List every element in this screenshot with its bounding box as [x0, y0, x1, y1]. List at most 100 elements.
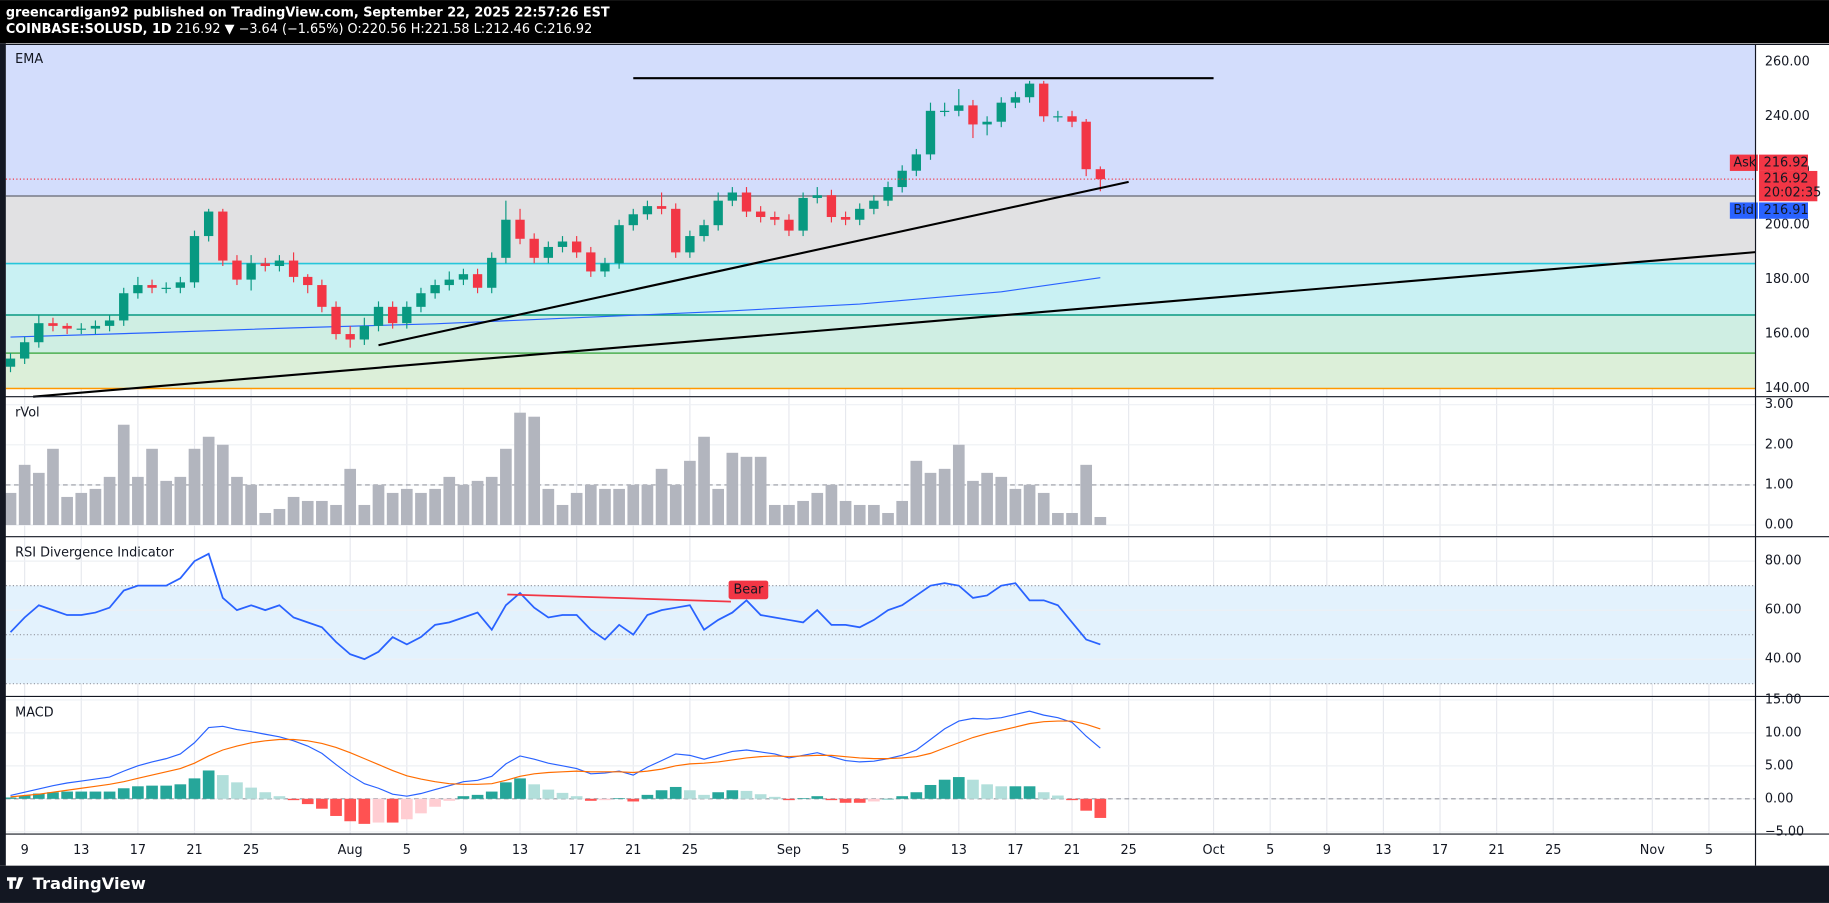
macd-histogram-bar	[754, 794, 767, 799]
y-tick-label: 10.00	[1765, 725, 1802, 740]
candle-body	[487, 257, 497, 288]
macd-histogram-bar	[1094, 798, 1107, 818]
macd-histogram-bar	[896, 796, 909, 799]
rvol-bar	[811, 492, 824, 526]
y-tick-label: 5.00	[1765, 758, 1794, 773]
candle-body	[303, 276, 313, 286]
macd-histogram-bar	[330, 798, 342, 816]
macd-histogram-bar	[344, 798, 357, 822]
candle-body	[826, 195, 837, 218]
rvol-bar	[1009, 488, 1022, 526]
macd-histogram-bar	[188, 778, 201, 799]
macd-histogram-bar	[995, 786, 1008, 799]
candle-body	[161, 287, 171, 289]
candle-body	[911, 154, 922, 171]
ema-line	[10, 277, 1101, 338]
candle-body	[1067, 116, 1077, 122]
x-tick-label: 5	[1266, 843, 1274, 858]
x-tick-label: 13	[73, 843, 89, 858]
macd-histogram-bar	[259, 792, 272, 799]
rvol-bar	[1094, 516, 1107, 526]
pane: 0.00 1.00 2.00 3.00 rVol	[0, 397, 1829, 538]
bid-tag-text: Bid	[1733, 203, 1754, 218]
candle-body	[699, 225, 709, 237]
candle-body	[642, 206, 653, 215]
macd-histogram-bar	[457, 796, 470, 799]
rvol-bar	[287, 496, 300, 526]
candle-body	[246, 263, 256, 280]
macd-histogram-bar	[570, 796, 583, 799]
y-tick-label: 140.00	[1765, 381, 1810, 396]
rvol-bar	[117, 424, 130, 526]
macd-histogram-bar	[698, 794, 710, 799]
rvol-bar	[400, 488, 413, 526]
macd-histogram-bar	[146, 785, 158, 799]
signal-line	[10, 720, 1101, 798]
candle-body	[189, 236, 200, 283]
candle-body	[586, 252, 596, 272]
rvol-bar	[910, 460, 923, 526]
rvol-bar	[4, 492, 17, 526]
x-tick-label: 9	[21, 843, 29, 858]
rvol-bar	[188, 448, 201, 526]
pane-title: RSI Divergence Indicator	[15, 545, 174, 560]
macd-histogram-bar	[655, 790, 668, 799]
macd-histogram-bar	[910, 792, 923, 799]
candle-body	[76, 328, 86, 330]
candle-body	[458, 274, 469, 280]
rvol-bar	[627, 484, 640, 526]
macd-histogram-bar	[287, 798, 300, 801]
rvol-bar	[853, 504, 866, 526]
candle-body	[1010, 97, 1021, 103]
macd-histogram-bar	[245, 787, 257, 799]
x-tick-label: Oct	[1202, 843, 1224, 858]
macd-histogram-bar	[160, 785, 173, 799]
plot-layers: 9 13 17 21 25 Aug 5 9 13 17 21 25 Sep 5 9 13 17 21 25 Oct 5 9…	[0, 43, 1829, 866]
candle-body	[387, 306, 398, 324]
rvol-bar	[330, 504, 342, 526]
rvol-bar	[528, 416, 541, 526]
y-tick-label: 240.00	[1765, 109, 1810, 124]
rvol-bar	[443, 476, 456, 526]
macd-histogram-bar	[429, 798, 441, 807]
bid-value: 216.91	[1764, 203, 1809, 218]
y-tick-label: −5.00	[1765, 824, 1804, 839]
y-tick-label: 160.00	[1765, 327, 1810, 342]
macd-histogram-bar	[47, 792, 59, 799]
candle-body	[1024, 83, 1035, 98]
candle-body	[147, 285, 157, 288]
candle-body	[119, 293, 129, 321]
rvol-bar	[655, 468, 668, 526]
x-tick-label: 25	[682, 843, 698, 858]
rvol-bar	[103, 476, 116, 526]
rvol-bar	[358, 504, 371, 526]
candle-body	[203, 211, 214, 237]
rvol-bar	[896, 500, 909, 526]
macd-histogram-bar	[797, 798, 809, 799]
rvol-bar	[599, 488, 611, 526]
candle-body	[1081, 121, 1091, 170]
macd-histogram-bar	[386, 798, 399, 823]
divergence-line	[507, 593, 731, 603]
y-tick-label: 200.00	[1765, 218, 1810, 233]
macd-histogram-bar	[811, 796, 824, 799]
candle-body	[713, 200, 723, 226]
last: 216.92	[176, 22, 221, 37]
x-tick-label: 17	[1432, 843, 1448, 858]
macd-histogram-bar	[669, 786, 682, 799]
macd-histogram-bar	[471, 794, 484, 799]
pane-title: EMA	[15, 52, 43, 67]
rvol-bar	[938, 468, 951, 526]
published-line: greencardigan92 published on TradingView…	[6, 5, 610, 20]
x-tick-label: 5	[841, 843, 849, 858]
candle-body	[430, 285, 440, 294]
rsi-line	[9, 552, 1101, 661]
candle-body	[543, 246, 554, 258]
rvol-bar	[825, 484, 838, 526]
rvol-bar	[485, 476, 498, 526]
macd-histogram-bar	[18, 795, 31, 799]
macd-histogram-bar	[542, 789, 555, 799]
x-tick-label: 13	[951, 843, 967, 858]
